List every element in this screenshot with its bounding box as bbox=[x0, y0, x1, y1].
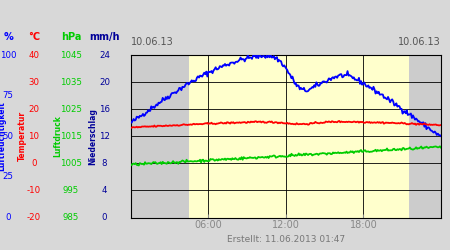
Text: 75: 75 bbox=[3, 91, 14, 100]
Text: 20: 20 bbox=[99, 78, 110, 86]
Text: 10.06.13: 10.06.13 bbox=[130, 37, 173, 47]
Text: -10: -10 bbox=[27, 186, 41, 195]
Text: 985: 985 bbox=[63, 213, 79, 222]
Text: 1045: 1045 bbox=[60, 50, 82, 59]
Bar bbox=[409, 55, 441, 218]
Text: 1005: 1005 bbox=[60, 159, 82, 168]
Text: 0: 0 bbox=[102, 213, 107, 222]
Text: 20: 20 bbox=[28, 105, 39, 114]
Text: mm/h: mm/h bbox=[89, 32, 120, 42]
Text: 1015: 1015 bbox=[60, 132, 82, 141]
Text: 4: 4 bbox=[102, 186, 107, 195]
Text: Erstellt: 11.06.2013 01:47: Erstellt: 11.06.2013 01:47 bbox=[227, 235, 345, 244]
Text: 995: 995 bbox=[63, 186, 79, 195]
Text: -20: -20 bbox=[27, 213, 41, 222]
Text: Niederschlag: Niederschlag bbox=[88, 108, 97, 165]
Text: 100: 100 bbox=[0, 50, 16, 59]
Text: Luftfeuchtigkeit: Luftfeuchtigkeit bbox=[0, 102, 6, 171]
Text: 8: 8 bbox=[102, 159, 107, 168]
Text: 25: 25 bbox=[3, 172, 14, 182]
Text: Luftdruck: Luftdruck bbox=[53, 115, 62, 157]
Text: 50: 50 bbox=[3, 132, 14, 141]
Text: Temperatur: Temperatur bbox=[18, 111, 27, 161]
Text: °C: °C bbox=[28, 32, 40, 42]
Text: %: % bbox=[3, 32, 13, 42]
Text: 40: 40 bbox=[28, 50, 39, 59]
Text: 24: 24 bbox=[99, 50, 110, 59]
Text: 10: 10 bbox=[28, 132, 39, 141]
Bar bbox=[189, 55, 409, 218]
Text: 0: 0 bbox=[31, 159, 36, 168]
Text: 12: 12 bbox=[99, 132, 110, 141]
Text: 0: 0 bbox=[5, 213, 11, 222]
Text: 1035: 1035 bbox=[60, 78, 82, 86]
Text: hPa: hPa bbox=[61, 32, 81, 42]
Text: 30: 30 bbox=[28, 78, 39, 86]
Bar bbox=[130, 55, 189, 218]
Text: 16: 16 bbox=[99, 105, 110, 114]
Text: 1025: 1025 bbox=[60, 105, 82, 114]
Text: 10.06.13: 10.06.13 bbox=[398, 37, 441, 47]
